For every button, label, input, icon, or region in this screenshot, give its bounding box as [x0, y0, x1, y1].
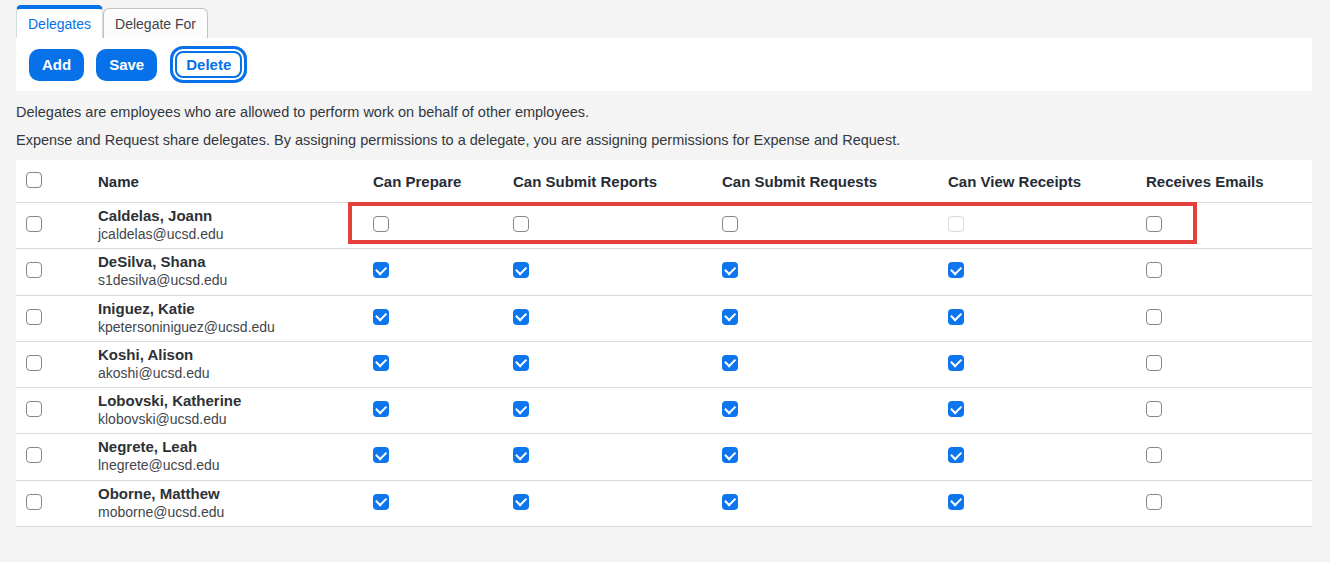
column-header-name: Name [98, 173, 373, 190]
tab-bar: Delegates Delegate For [16, 5, 208, 38]
description-line-2: Expense and Request share delegates. By … [16, 132, 900, 148]
row-select-checkbox[interactable] [26, 494, 42, 510]
delegate-email: jcaldelas@ucsd.edu [98, 226, 373, 242]
can-prepare-checkbox[interactable] [373, 494, 389, 510]
delegate-email: klobovski@ucsd.edu [98, 411, 373, 427]
toolbar: Add Save Delete [16, 38, 1312, 91]
save-button[interactable]: Save [96, 49, 157, 81]
table-row: Lobovski, Katherine klobovski@ucsd.edu [16, 387, 1312, 433]
can-view-receipts-checkbox[interactable] [948, 309, 964, 325]
table-header-row: Name Can Prepare Can Submit Reports Can … [16, 160, 1312, 202]
add-button[interactable]: Add [29, 49, 84, 81]
can-submit-reports-checkbox[interactable] [513, 309, 529, 325]
row-select-checkbox[interactable] [26, 447, 42, 463]
receives-emails-checkbox[interactable] [1146, 494, 1162, 510]
delegate-name: DeSilva, Shana [98, 254, 373, 270]
can-prepare-checkbox[interactable] [373, 262, 389, 278]
table-row: Caldelas, Joann jcaldelas@ucsd.edu [16, 202, 1312, 248]
can-view-receipts-checkbox[interactable] [948, 447, 964, 463]
delegate-name: Lobovski, Katherine [98, 393, 373, 409]
can-submit-reports-checkbox[interactable] [513, 494, 529, 510]
can-submit-requests-checkbox[interactable] [722, 494, 738, 510]
can-view-receipts-checkbox[interactable] [948, 216, 964, 232]
can-prepare-checkbox[interactable] [373, 216, 389, 232]
column-header-can-view-receipts: Can View Receipts [948, 173, 1146, 190]
can-submit-requests-checkbox[interactable] [722, 262, 738, 278]
can-submit-requests-checkbox[interactable] [722, 447, 738, 463]
tab-delegates[interactable]: Delegates [16, 5, 103, 38]
row-select-checkbox[interactable] [26, 355, 42, 371]
can-view-receipts-checkbox[interactable] [948, 494, 964, 510]
can-view-receipts-checkbox[interactable] [948, 262, 964, 278]
receives-emails-checkbox[interactable] [1146, 401, 1162, 417]
receives-emails-checkbox[interactable] [1146, 309, 1162, 325]
delegate-name: Iniguez, Katie [98, 301, 373, 317]
table-row: Oborne, Matthew moborne@ucsd.edu [16, 480, 1312, 526]
table-row: Koshi, Alison akoshi@ucsd.edu [16, 341, 1312, 387]
can-submit-requests-checkbox[interactable] [722, 401, 738, 417]
row-select-checkbox[interactable] [26, 401, 42, 417]
receives-emails-checkbox[interactable] [1146, 355, 1162, 371]
receives-emails-checkbox[interactable] [1146, 216, 1162, 232]
delegate-name: Negrete, Leah [98, 439, 373, 455]
delegate-email: lnegrete@ucsd.edu [98, 457, 373, 473]
delegate-name: Koshi, Alison [98, 347, 373, 363]
tab-delegate-for[interactable]: Delegate For [103, 8, 208, 38]
delegate-email: s1desilva@ucsd.edu [98, 272, 373, 288]
delegate-email: akoshi@ucsd.edu [98, 365, 373, 381]
can-submit-reports-checkbox[interactable] [513, 262, 529, 278]
column-header-can-submit-reports: Can Submit Reports [513, 173, 722, 190]
can-submit-reports-checkbox[interactable] [513, 401, 529, 417]
description-line-1: Delegates are employees who are allowed … [16, 104, 589, 120]
can-prepare-checkbox[interactable] [373, 309, 389, 325]
table-body: Caldelas, Joann jcaldelas@ucsd.edu DeSil… [16, 202, 1312, 526]
can-submit-requests-checkbox[interactable] [722, 309, 738, 325]
select-all-checkbox[interactable] [26, 172, 42, 188]
row-select-checkbox[interactable] [26, 216, 42, 232]
can-view-receipts-checkbox[interactable] [948, 401, 964, 417]
can-submit-requests-checkbox[interactable] [722, 216, 738, 232]
can-prepare-checkbox[interactable] [373, 355, 389, 371]
column-header-can-prepare: Can Prepare [373, 173, 513, 190]
delegates-table: Name Can Prepare Can Submit Reports Can … [16, 160, 1312, 527]
row-select-checkbox[interactable] [26, 262, 42, 278]
table-row: DeSilva, Shana s1desilva@ucsd.edu [16, 248, 1312, 294]
can-prepare-checkbox[interactable] [373, 447, 389, 463]
column-header-receives-emails: Receives Emails [1146, 173, 1312, 190]
delegate-name: Oborne, Matthew [98, 486, 373, 502]
delete-button[interactable]: Delete [175, 51, 242, 78]
row-select-checkbox[interactable] [26, 309, 42, 325]
receives-emails-checkbox[interactable] [1146, 447, 1162, 463]
can-prepare-checkbox[interactable] [373, 401, 389, 417]
delegate-name: Caldelas, Joann [98, 208, 373, 224]
table-row: Negrete, Leah lnegrete@ucsd.edu [16, 433, 1312, 479]
table-row: Iniguez, Katie kpetersoniniguez@ucsd.edu [16, 295, 1312, 341]
delegate-email: moborne@ucsd.edu [98, 504, 373, 520]
receives-emails-checkbox[interactable] [1146, 262, 1162, 278]
can-submit-reports-checkbox[interactable] [513, 216, 529, 232]
can-view-receipts-checkbox[interactable] [948, 355, 964, 371]
column-header-can-submit-requests: Can Submit Requests [722, 173, 948, 190]
can-submit-requests-checkbox[interactable] [722, 355, 738, 371]
delegate-email: kpetersoniniguez@ucsd.edu [98, 319, 373, 335]
can-submit-reports-checkbox[interactable] [513, 447, 529, 463]
can-submit-reports-checkbox[interactable] [513, 355, 529, 371]
